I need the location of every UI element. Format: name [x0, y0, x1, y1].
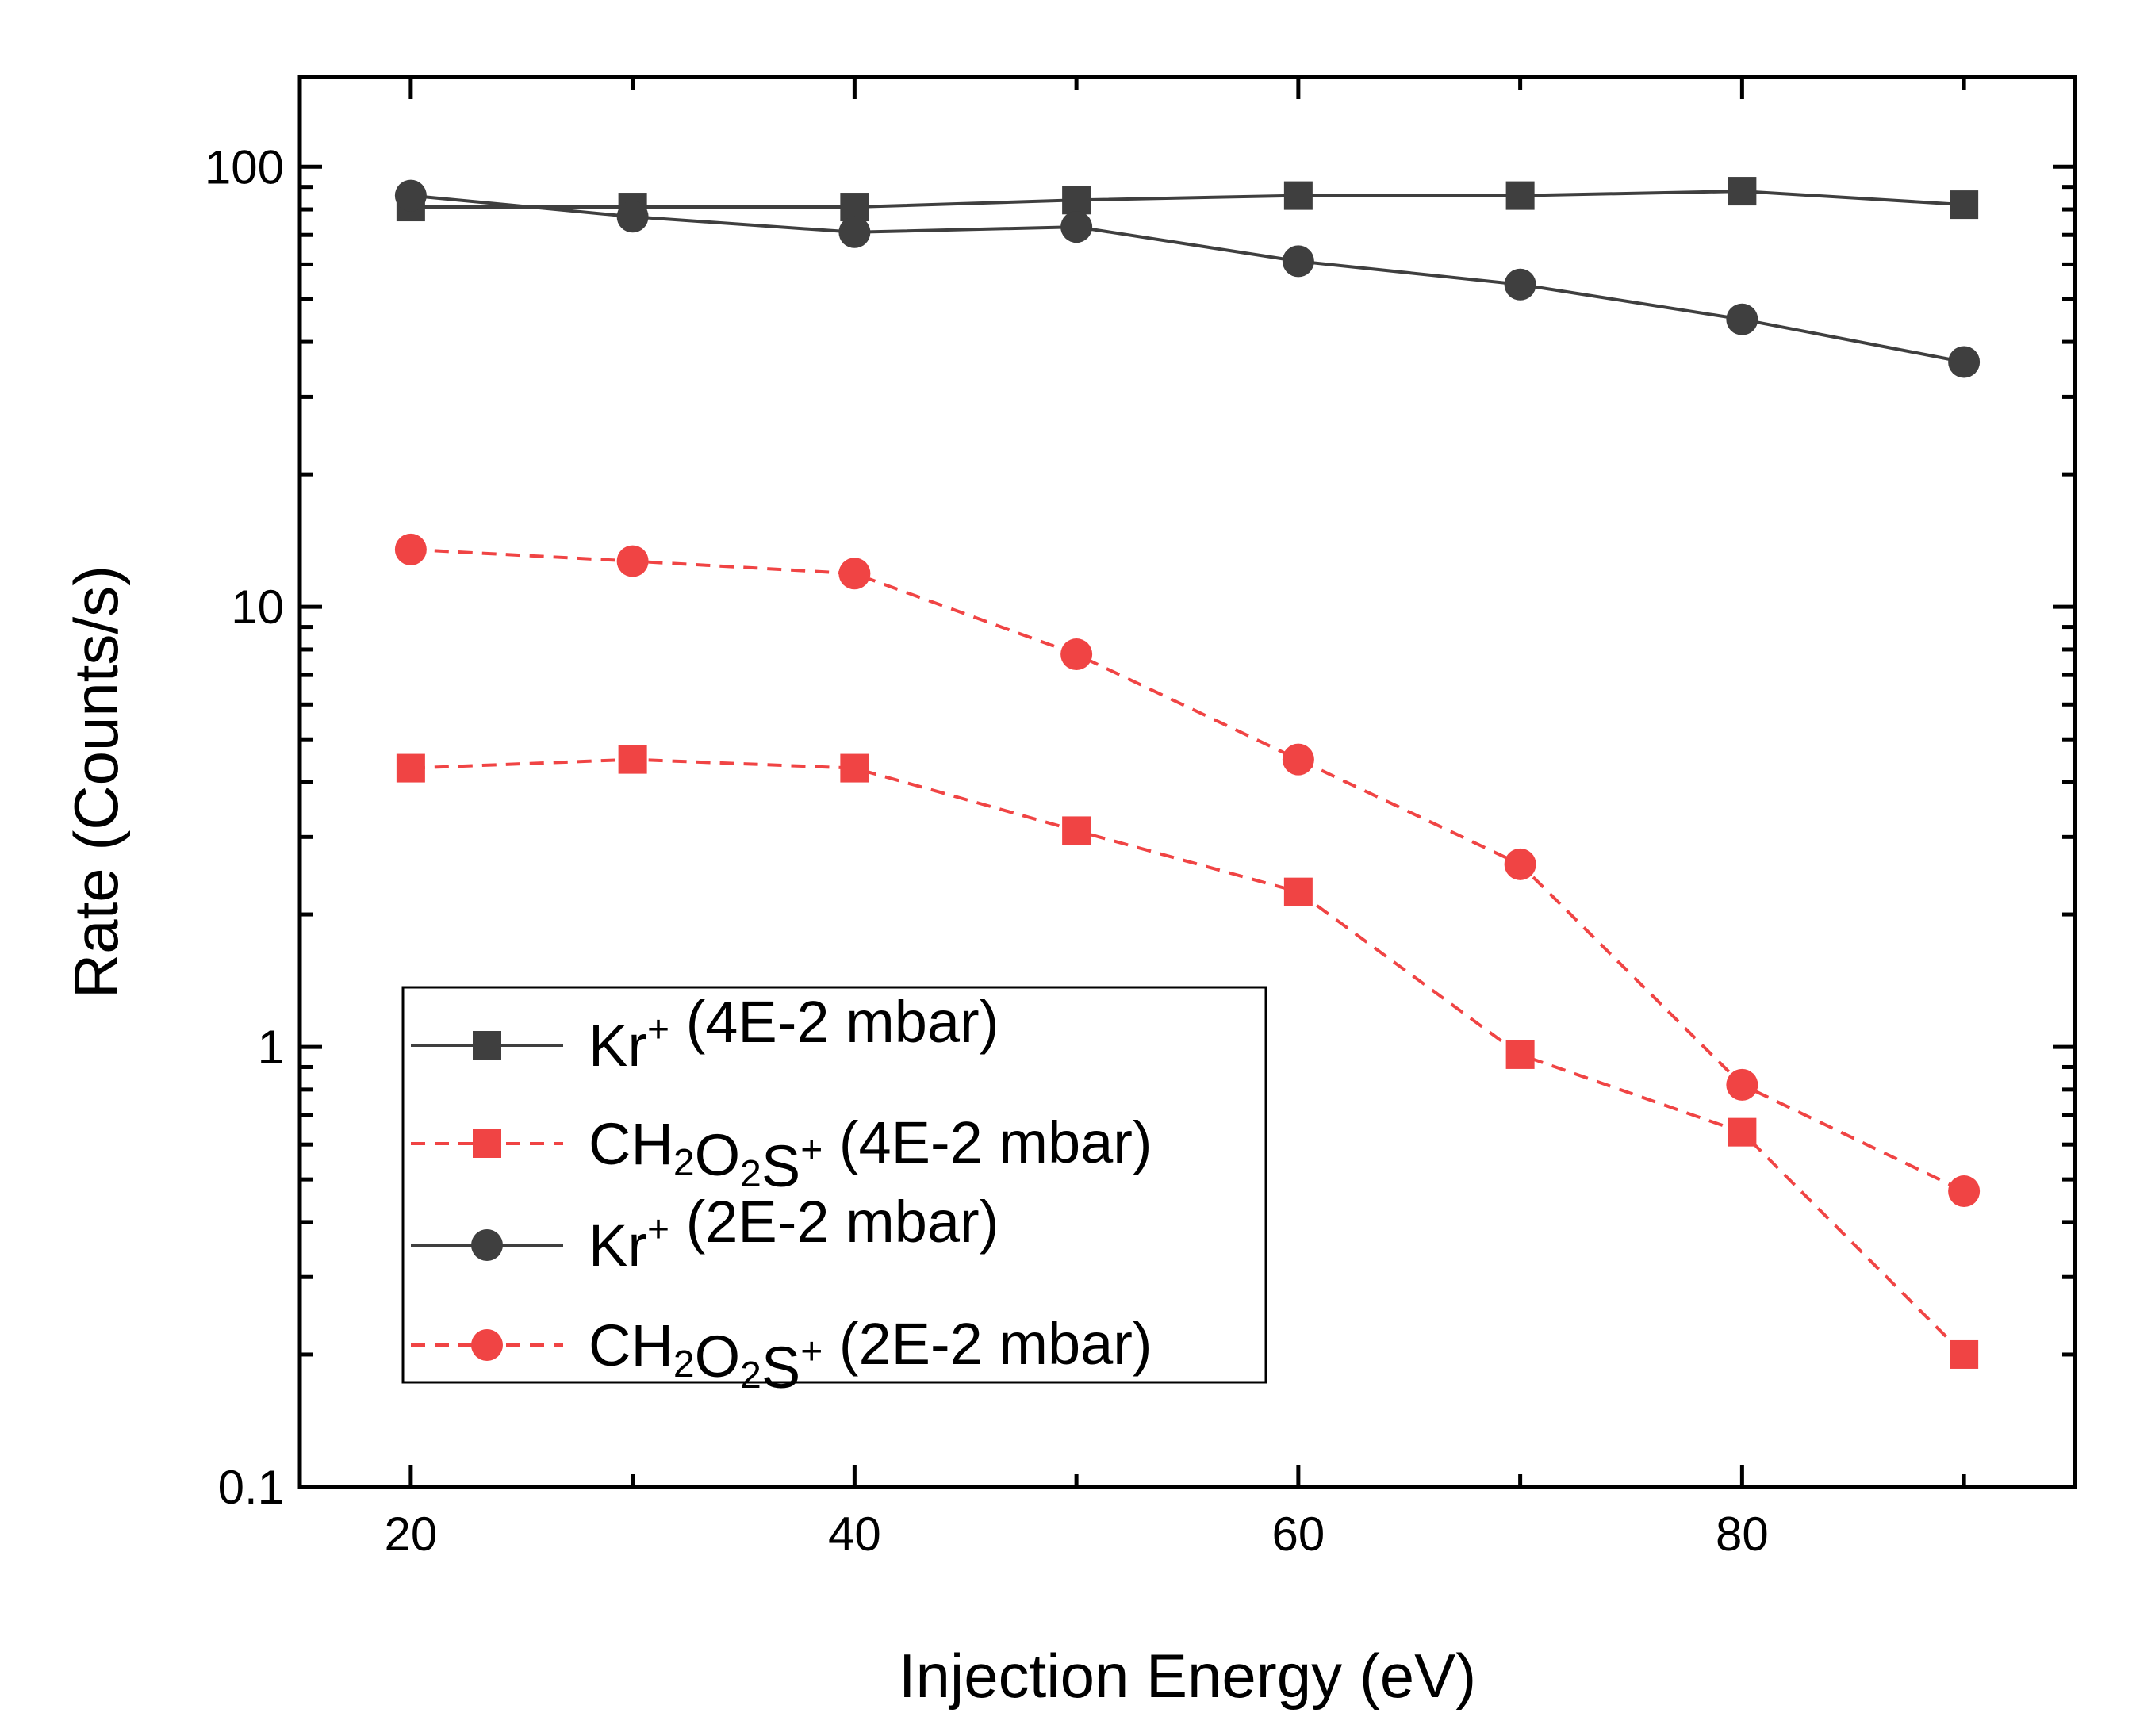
legend-box	[401, 986, 1267, 1384]
series-line	[410, 190, 1965, 209]
series-group	[394, 177, 1981, 1369]
data-point	[1728, 1117, 1757, 1147]
legend-marker	[471, 1329, 503, 1361]
legend-label-part: CH	[589, 1111, 673, 1177]
data-point	[394, 533, 427, 565]
legend-label: Kr+ (2E-2 mbar)	[589, 1189, 999, 1278]
legend-label: CH2O2S+ (2E-2 mbar)	[589, 1311, 1152, 1401]
legend-label-part: O	[695, 1122, 741, 1188]
y-tick-label: 100	[205, 140, 284, 194]
legend-label-part: 2	[740, 1355, 761, 1397]
legend-label-part: +	[800, 1331, 823, 1373]
data-point	[394, 179, 427, 212]
legend-marker	[471, 1229, 503, 1261]
legend-label-part: 2	[740, 1153, 761, 1195]
data-point	[1504, 848, 1536, 880]
legend-label-part: 2	[673, 1142, 695, 1184]
data-point	[618, 745, 647, 774]
data-point	[1948, 346, 1981, 378]
y-axis-title: Rate (Counts/s)	[61, 565, 131, 998]
data-point	[838, 558, 871, 590]
legend-label-part: S	[761, 1133, 800, 1199]
data-point	[1062, 816, 1091, 845]
data-point	[1060, 638, 1093, 671]
legend-label-part: (2E-2 mbar)	[823, 1311, 1152, 1377]
legend-label-part: S	[761, 1335, 800, 1401]
data-point	[1948, 1175, 1981, 1208]
y-tick-label: 0.1	[218, 1461, 284, 1514]
y-tick-label: 10	[231, 581, 284, 634]
legend-label-part: Kr	[589, 1213, 647, 1278]
series-2	[396, 745, 1979, 1369]
legend-label-part: (4E-2 mbar)	[823, 1109, 1152, 1175]
legend-label-part: +	[647, 1209, 669, 1251]
legend-marker	[473, 1031, 501, 1060]
data-point	[1726, 303, 1758, 335]
data-point	[840, 753, 869, 783]
data-point	[1282, 245, 1314, 278]
legend-label: CH2O2S+ (4E-2 mbar)	[589, 1109, 1152, 1199]
data-point	[1060, 211, 1093, 243]
x-tick-label: 60	[1272, 1508, 1325, 1561]
axis-ticks	[300, 77, 2075, 1489]
x-tick-label: 40	[828, 1508, 881, 1561]
series-line	[410, 547, 1965, 1193]
series-4	[394, 533, 1981, 1208]
legend-label-part: +	[800, 1129, 823, 1171]
data-point	[1728, 177, 1757, 206]
data-point	[1505, 181, 1535, 210]
legend: Kr+ (4E-2 mbar)CH2O2S+ (4E-2 mbar)Kr+ (2…	[401, 986, 1267, 1401]
legend-label-part: +	[647, 1009, 669, 1051]
data-point	[396, 753, 425, 783]
legend-label-part: (2E-2 mbar)	[669, 1189, 999, 1255]
data-point	[1504, 268, 1536, 301]
series-line	[410, 194, 1965, 364]
data-point	[616, 545, 649, 577]
x-axis-title: Injection Energy (eV)	[899, 1641, 1476, 1711]
plot-frame	[297, 75, 2077, 1489]
legend-label-part: 2	[673, 1343, 695, 1385]
x-tick-label: 20	[385, 1508, 438, 1561]
x-tick-label: 80	[1716, 1508, 1769, 1561]
y-tick-label: 1	[258, 1021, 284, 1074]
series-line	[410, 757, 1965, 1356]
series-3	[394, 179, 1981, 378]
data-point	[1283, 181, 1313, 210]
legend-label: Kr+ (4E-2 mbar)	[589, 989, 999, 1079]
data-point	[1062, 186, 1091, 215]
data-point	[1950, 190, 1979, 220]
data-point	[1283, 877, 1313, 906]
legend-marker	[473, 1129, 501, 1158]
legend-label-part: O	[695, 1324, 741, 1389]
legend-label-part: CH	[589, 1313, 673, 1378]
legend-label-part: Kr	[589, 1013, 647, 1079]
data-point	[1505, 1040, 1535, 1069]
data-point	[1950, 1339, 1979, 1369]
data-point	[838, 216, 871, 248]
data-point	[616, 201, 649, 233]
data-point	[1282, 743, 1314, 776]
tick-labels: 20 40 60 80 0.1 1 10 100	[205, 140, 1769, 1561]
legend-label-part: (4E-2 mbar)	[669, 989, 999, 1055]
data-point	[1726, 1068, 1758, 1101]
